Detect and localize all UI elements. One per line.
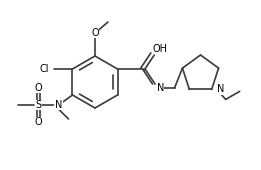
Text: O: O (91, 28, 99, 38)
Text: O: O (35, 117, 42, 127)
Text: OH: OH (152, 44, 167, 54)
Text: O: O (35, 83, 42, 93)
Text: N: N (55, 100, 62, 110)
Text: S: S (35, 100, 41, 110)
Text: Cl: Cl (40, 64, 50, 74)
Text: N: N (157, 83, 164, 93)
Text: N: N (217, 84, 224, 94)
